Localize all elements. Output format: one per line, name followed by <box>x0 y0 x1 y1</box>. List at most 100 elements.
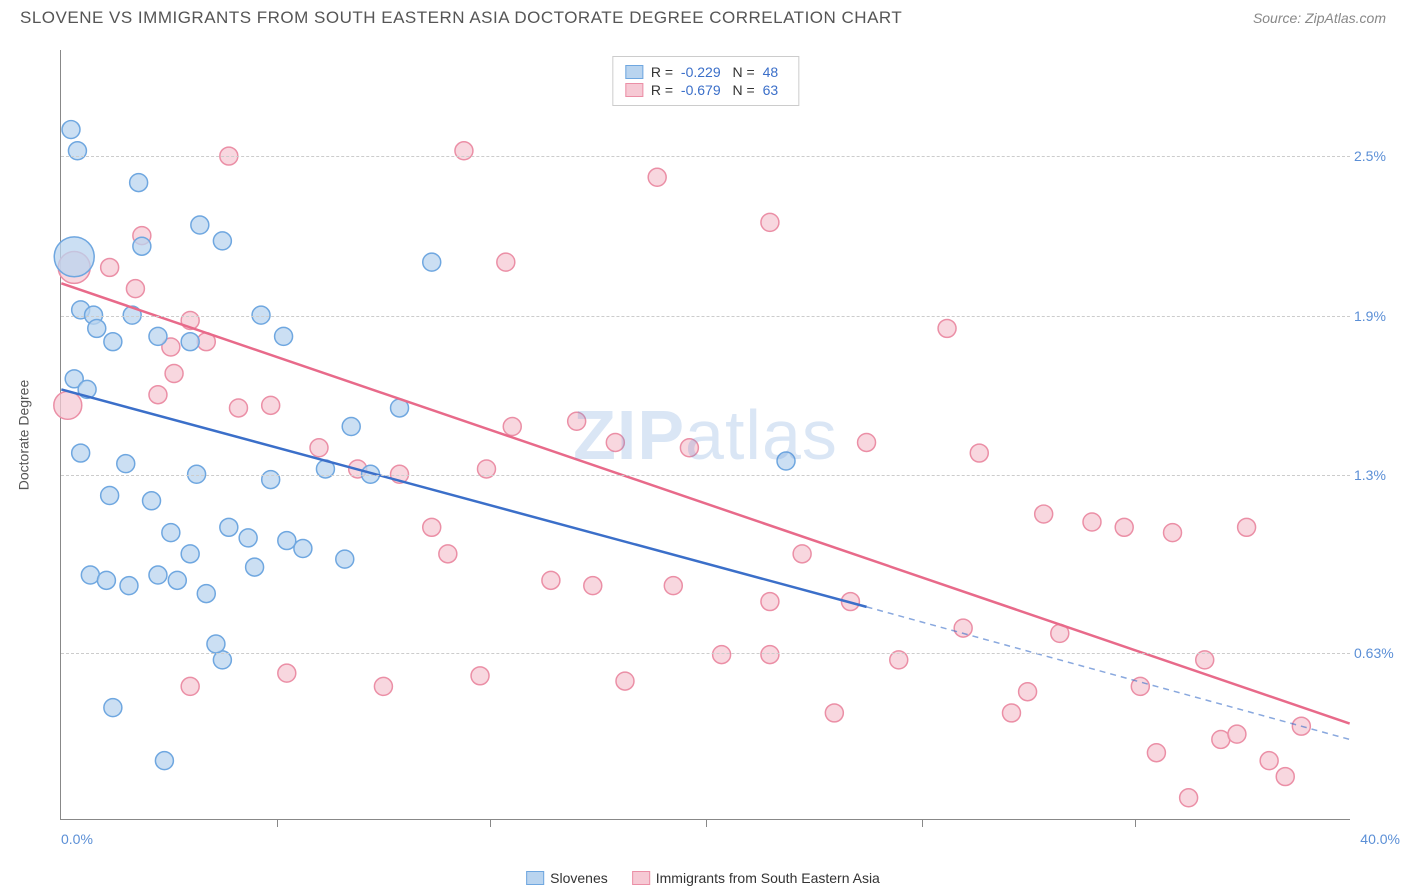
data-point <box>1019 683 1037 701</box>
data-point <box>168 571 186 589</box>
swatch-icon <box>526 871 544 885</box>
data-point <box>207 635 225 653</box>
data-point <box>117 455 135 473</box>
data-point <box>1147 744 1165 762</box>
data-point <box>54 237 94 277</box>
data-point <box>62 121 80 139</box>
plot-svg <box>61 50 1350 819</box>
data-point <box>648 168 666 186</box>
gridline <box>61 653 1350 654</box>
data-point <box>126 280 144 298</box>
data-point <box>104 333 122 351</box>
data-point <box>713 646 731 664</box>
data-point <box>423 518 441 536</box>
trend-line-extrapolated <box>867 607 1350 740</box>
data-point <box>423 253 441 271</box>
data-point <box>1260 752 1278 770</box>
source-credit: Source: ZipAtlas.com <box>1253 10 1386 26</box>
data-point <box>439 545 457 563</box>
data-point <box>149 327 167 345</box>
scatter-chart: ZIPatlas R = -0.229 N = 48 R = -0.679 N … <box>60 50 1350 820</box>
data-point <box>220 518 238 536</box>
data-point <box>342 418 360 436</box>
data-point <box>310 439 328 457</box>
data-point <box>471 667 489 685</box>
data-point <box>149 386 167 404</box>
data-point <box>938 319 956 337</box>
data-point <box>1238 518 1256 536</box>
data-point <box>542 571 560 589</box>
data-point <box>777 452 795 470</box>
data-point <box>262 396 280 414</box>
data-point <box>1276 768 1294 786</box>
data-point <box>954 619 972 637</box>
x-tick <box>922 819 923 827</box>
gridline <box>61 316 1350 317</box>
gridline <box>61 156 1350 157</box>
data-point <box>81 566 99 584</box>
data-point <box>1115 518 1133 536</box>
y-tick-label: 1.9% <box>1354 308 1404 324</box>
data-point <box>278 664 296 682</box>
data-point <box>229 399 247 417</box>
data-point <box>101 487 119 505</box>
data-point <box>761 646 779 664</box>
data-point <box>262 471 280 489</box>
data-point <box>143 492 161 510</box>
data-point <box>1180 789 1198 807</box>
data-point <box>793 545 811 563</box>
legend-row: R = -0.679 N = 63 <box>625 81 786 99</box>
data-point <box>162 524 180 542</box>
data-point <box>970 444 988 462</box>
data-point <box>1164 524 1182 542</box>
data-point <box>239 529 257 547</box>
swatch-icon <box>625 65 643 79</box>
data-point <box>130 174 148 192</box>
data-point <box>1035 505 1053 523</box>
series-legend: Slovenes Immigrants from South Eastern A… <box>526 870 880 886</box>
data-point <box>664 577 682 595</box>
y-axis-label: Doctorate Degree <box>15 380 31 491</box>
data-point <box>825 704 843 722</box>
data-point <box>858 433 876 451</box>
data-point <box>197 585 215 603</box>
legend-item: Slovenes <box>526 870 608 886</box>
data-point <box>336 550 354 568</box>
legend-row: R = -0.229 N = 48 <box>625 63 786 81</box>
correlation-legend: R = -0.229 N = 48 R = -0.679 N = 63 <box>612 56 799 106</box>
data-point <box>120 577 138 595</box>
data-point <box>761 213 779 231</box>
data-point <box>54 391 82 419</box>
data-point <box>246 558 264 576</box>
data-point <box>584 577 602 595</box>
data-point <box>181 677 199 695</box>
y-tick-label: 2.5% <box>1354 148 1404 164</box>
data-point <box>568 412 586 430</box>
data-point <box>133 237 151 255</box>
swatch-icon <box>625 83 643 97</box>
data-point <box>155 752 173 770</box>
data-point <box>680 439 698 457</box>
data-point <box>1083 513 1101 531</box>
x-min-label: 0.0% <box>61 831 93 847</box>
data-point <box>213 232 231 250</box>
data-point <box>374 677 392 695</box>
data-point <box>503 418 521 436</box>
data-point <box>101 258 119 276</box>
data-point <box>616 672 634 690</box>
data-point <box>104 699 122 717</box>
data-point <box>1228 725 1246 743</box>
data-point <box>181 545 199 563</box>
data-point <box>165 365 183 383</box>
data-point <box>294 540 312 558</box>
data-point <box>88 319 106 337</box>
data-point <box>191 216 209 234</box>
data-point <box>275 327 293 345</box>
gridline <box>61 475 1350 476</box>
data-point <box>1002 704 1020 722</box>
data-point <box>761 593 779 611</box>
data-point <box>1212 730 1230 748</box>
chart-title: SLOVENE VS IMMIGRANTS FROM SOUTH EASTERN… <box>20 8 902 28</box>
data-point <box>72 444 90 462</box>
data-point <box>606 433 624 451</box>
